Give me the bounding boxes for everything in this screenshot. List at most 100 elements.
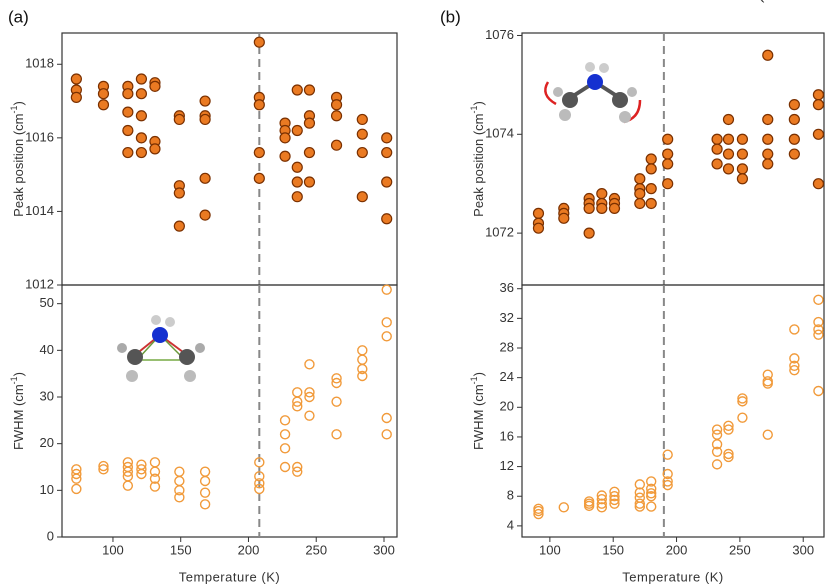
data-point <box>331 377 342 389</box>
data-point <box>723 420 734 432</box>
x-tick-label: 200 <box>666 542 688 557</box>
data-point <box>762 158 774 170</box>
data-point <box>97 88 110 100</box>
data-point <box>608 202 621 215</box>
data-point <box>583 500 595 512</box>
data-point <box>762 378 773 389</box>
data-point <box>634 498 646 509</box>
data-point <box>711 459 723 470</box>
y-axis-label-part: ) <box>471 372 486 376</box>
data-point <box>662 133 674 145</box>
data-point <box>812 178 825 190</box>
data-point <box>135 132 148 144</box>
data-point <box>199 499 211 510</box>
data-point <box>254 478 265 489</box>
x-tick-label: 250 <box>729 542 751 557</box>
data-point <box>304 410 315 421</box>
data-point <box>711 446 723 457</box>
data-point <box>711 439 723 450</box>
data-point <box>711 158 723 170</box>
y-axis-label-part: FWHM (cm <box>11 384 26 450</box>
data-point <box>356 191 368 203</box>
data-point <box>279 461 291 473</box>
data-point <box>596 502 608 513</box>
plot-frame <box>521 284 825 538</box>
y-tick-label: 30 <box>40 388 54 403</box>
data-point <box>381 317 392 328</box>
data-point <box>646 491 657 502</box>
y-tick-label: 8 <box>507 488 514 503</box>
data-point <box>788 133 800 145</box>
y-tick-label: 1018 <box>25 56 54 71</box>
data-point <box>762 148 774 160</box>
x-axis-label: Temperature (K) <box>179 569 280 584</box>
y-axis-label: FWHM (cm-1) <box>469 372 486 450</box>
x-tick-label: 150 <box>602 542 624 557</box>
data-point <box>788 148 800 160</box>
data-point <box>174 492 185 503</box>
data-point <box>135 73 148 85</box>
data-point <box>662 476 673 487</box>
data-point <box>813 294 824 306</box>
y-tick-label: 1074 <box>485 126 514 141</box>
data-point <box>291 191 303 203</box>
data-point <box>279 443 291 454</box>
y-tick-label: 20 <box>500 399 514 414</box>
x-tick-label: 300 <box>792 542 814 557</box>
data-point <box>711 143 723 155</box>
data-point <box>279 415 291 426</box>
data-point <box>645 197 657 210</box>
x-tick-label: 150 <box>170 542 192 557</box>
data-point <box>253 99 265 111</box>
data-point <box>645 163 657 175</box>
data-point <box>634 187 646 200</box>
data-point <box>609 498 620 509</box>
data-point <box>662 479 673 491</box>
data-point <box>303 146 316 159</box>
data-point <box>199 209 211 221</box>
y-axis-label-part: -1 <box>469 106 479 114</box>
data-point <box>356 128 368 140</box>
data-point <box>291 176 303 188</box>
plot-frame <box>61 284 398 538</box>
data-point <box>291 84 303 96</box>
y-axis-label-part: ) <box>11 101 26 105</box>
data-point <box>253 146 265 159</box>
data-point <box>762 49 774 61</box>
data-point <box>279 132 291 144</box>
data-point <box>532 222 545 234</box>
data-point <box>254 457 265 468</box>
data-point <box>279 150 291 162</box>
panel-label: (b) <box>440 7 461 26</box>
data-point <box>381 284 392 295</box>
data-point <box>722 148 735 160</box>
data-point <box>135 110 148 122</box>
y-tick-label: 24 <box>500 369 514 384</box>
data-point <box>812 128 825 140</box>
y-axis-label-part: -1 <box>9 376 19 384</box>
data-point <box>762 133 774 145</box>
data-point <box>303 84 316 96</box>
data-point <box>812 99 825 111</box>
data-point <box>71 468 82 480</box>
data-point <box>789 324 800 335</box>
data-point <box>381 412 392 424</box>
data-point <box>646 483 657 495</box>
data-point <box>136 464 147 475</box>
data-point <box>331 373 342 384</box>
data-point <box>122 88 134 100</box>
y-tick-label: 1014 <box>25 203 54 218</box>
data-point <box>662 449 673 460</box>
x-tick-label: 100 <box>539 542 561 557</box>
data-point <box>813 385 824 397</box>
data-point <box>149 143 161 155</box>
data-point <box>253 172 265 184</box>
data-point <box>736 133 749 145</box>
data-point <box>357 370 368 382</box>
data-point <box>254 483 265 495</box>
data-point <box>788 113 800 126</box>
data-point <box>596 494 608 505</box>
data-point <box>304 391 315 403</box>
y-axis-label-part: Peak position (cm <box>11 114 26 217</box>
data-point <box>173 187 185 199</box>
